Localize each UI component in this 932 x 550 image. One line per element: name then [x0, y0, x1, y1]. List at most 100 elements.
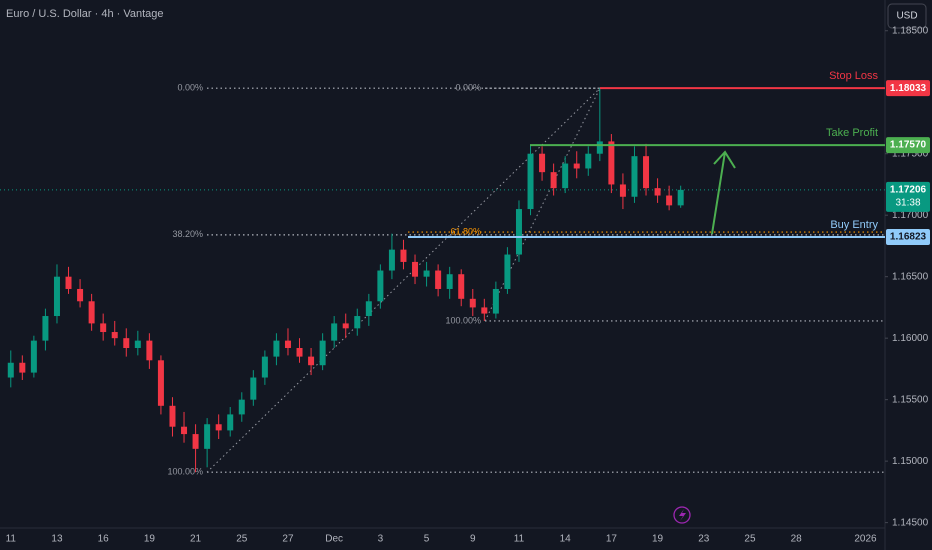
chart-title: Euro / U.S. Dollar · 4h · Vantage [6, 8, 164, 20]
candle-body [412, 261, 419, 277]
candle-body [284, 340, 291, 349]
x-tick-label: 21 [190, 534, 202, 545]
candle-body [111, 332, 118, 339]
arrow [711, 150, 736, 235]
candle-body [19, 362, 26, 373]
candle-body [677, 189, 684, 206]
candle-body [77, 288, 84, 302]
currency-button[interactable] [887, 3, 927, 29]
price-line-name: Take Profit [826, 127, 878, 139]
price-box-label: 1.18033 [890, 83, 927, 94]
candle-body [123, 338, 130, 349]
x-tick-label: 2026 [854, 534, 877, 545]
x-tick-label: 13 [51, 534, 63, 545]
lightning-icon[interactable] [673, 506, 691, 524]
fib-label: 100.00% [167, 467, 203, 477]
x-tick-label: 9 [470, 534, 476, 545]
y-tick-label: 1.17000 [892, 210, 929, 221]
candle-body [204, 424, 211, 449]
candle-body [192, 434, 199, 449]
x-tick-label: 17 [606, 534, 618, 545]
candle-body [296, 348, 303, 357]
x-tick-label: 5 [424, 534, 430, 545]
x-tick-label: 25 [236, 534, 248, 545]
fib-label: 0.00% [455, 83, 481, 93]
y-tick-label: 1.16500 [892, 271, 929, 282]
price-line-name: Stop Loss [829, 70, 878, 82]
candle-body [261, 356, 268, 378]
x-tick-label: 25 [744, 534, 756, 545]
candle-body [562, 163, 569, 189]
candle-body [539, 153, 546, 173]
candle-body [481, 307, 488, 314]
candle-body [400, 249, 407, 262]
x-tick-label: 3 [378, 534, 384, 545]
candle-body [273, 340, 280, 357]
candle-body [619, 184, 626, 197]
candle-body [388, 249, 395, 271]
y-tick-label: 1.17500 [892, 148, 929, 159]
candle-body [527, 153, 534, 210]
candle-body [550, 172, 557, 189]
candle-body [134, 340, 141, 349]
y-tick-label: 1.15000 [892, 456, 929, 467]
x-tick-label: 19 [652, 534, 664, 545]
candle-body [354, 316, 361, 329]
candle-body [585, 153, 592, 169]
x-tick-label: 28 [791, 534, 803, 545]
candle-body [238, 399, 245, 415]
candle-body [515, 209, 522, 255]
price-box-label: 1.17570 [890, 140, 927, 151]
x-tick-label: 19 [144, 534, 156, 545]
candle-body [608, 141, 615, 185]
last-price-box [886, 181, 930, 212]
x-tick-label: 27 [282, 534, 294, 545]
fib-trend [206, 87, 601, 473]
candle-body [100, 323, 107, 333]
candle-body [469, 298, 476, 308]
fib-label: 100.00% [445, 315, 481, 325]
candle-body [504, 254, 511, 289]
candle-body [308, 356, 315, 366]
candle-body [377, 270, 384, 302]
candle-body [181, 426, 188, 435]
y-tick-label: 1.14500 [892, 517, 929, 528]
candle-body [250, 377, 257, 400]
candle-body [7, 362, 14, 378]
fib-label: 0.00% [177, 83, 203, 93]
price-box [886, 80, 930, 97]
price-box [886, 137, 930, 154]
x-tick-label: 11 [6, 534, 17, 545]
candle-body [169, 405, 176, 427]
candle-body [643, 156, 650, 189]
price-box-label: 1.16823 [890, 232, 927, 243]
candle-body [42, 316, 49, 341]
countdown: 31:38 [895, 198, 920, 209]
currency-label[interactable]: USD [896, 11, 917, 22]
candle-body [331, 323, 338, 341]
lightning-bolt [679, 509, 686, 521]
candle-body [365, 301, 372, 317]
candle-body [53, 276, 60, 317]
fib-label: 38.20% [172, 229, 203, 239]
x-tick-label: 23 [698, 534, 710, 545]
candle-body [146, 340, 153, 361]
y-tick-label: 1.18500 [892, 25, 929, 36]
candle-body [30, 340, 37, 373]
x-tick-label: Dec [325, 534, 343, 545]
candle-body [654, 188, 661, 196]
fib-label: 61.80% [450, 226, 481, 236]
candle-body [666, 195, 673, 206]
candle-body [227, 414, 234, 431]
plot: 1.18500 1.17500 1.17000 1.16500 1.16000 1.155… [0, 25, 930, 545]
x-tick-label: 16 [98, 534, 110, 545]
last-price-label: 1.17206 [890, 185, 927, 196]
candle-body [215, 424, 222, 431]
y-tick-label: 1.16000 [892, 333, 929, 344]
candle-body [423, 270, 430, 277]
candle-body [458, 274, 465, 299]
candle-body [596, 141, 603, 154]
